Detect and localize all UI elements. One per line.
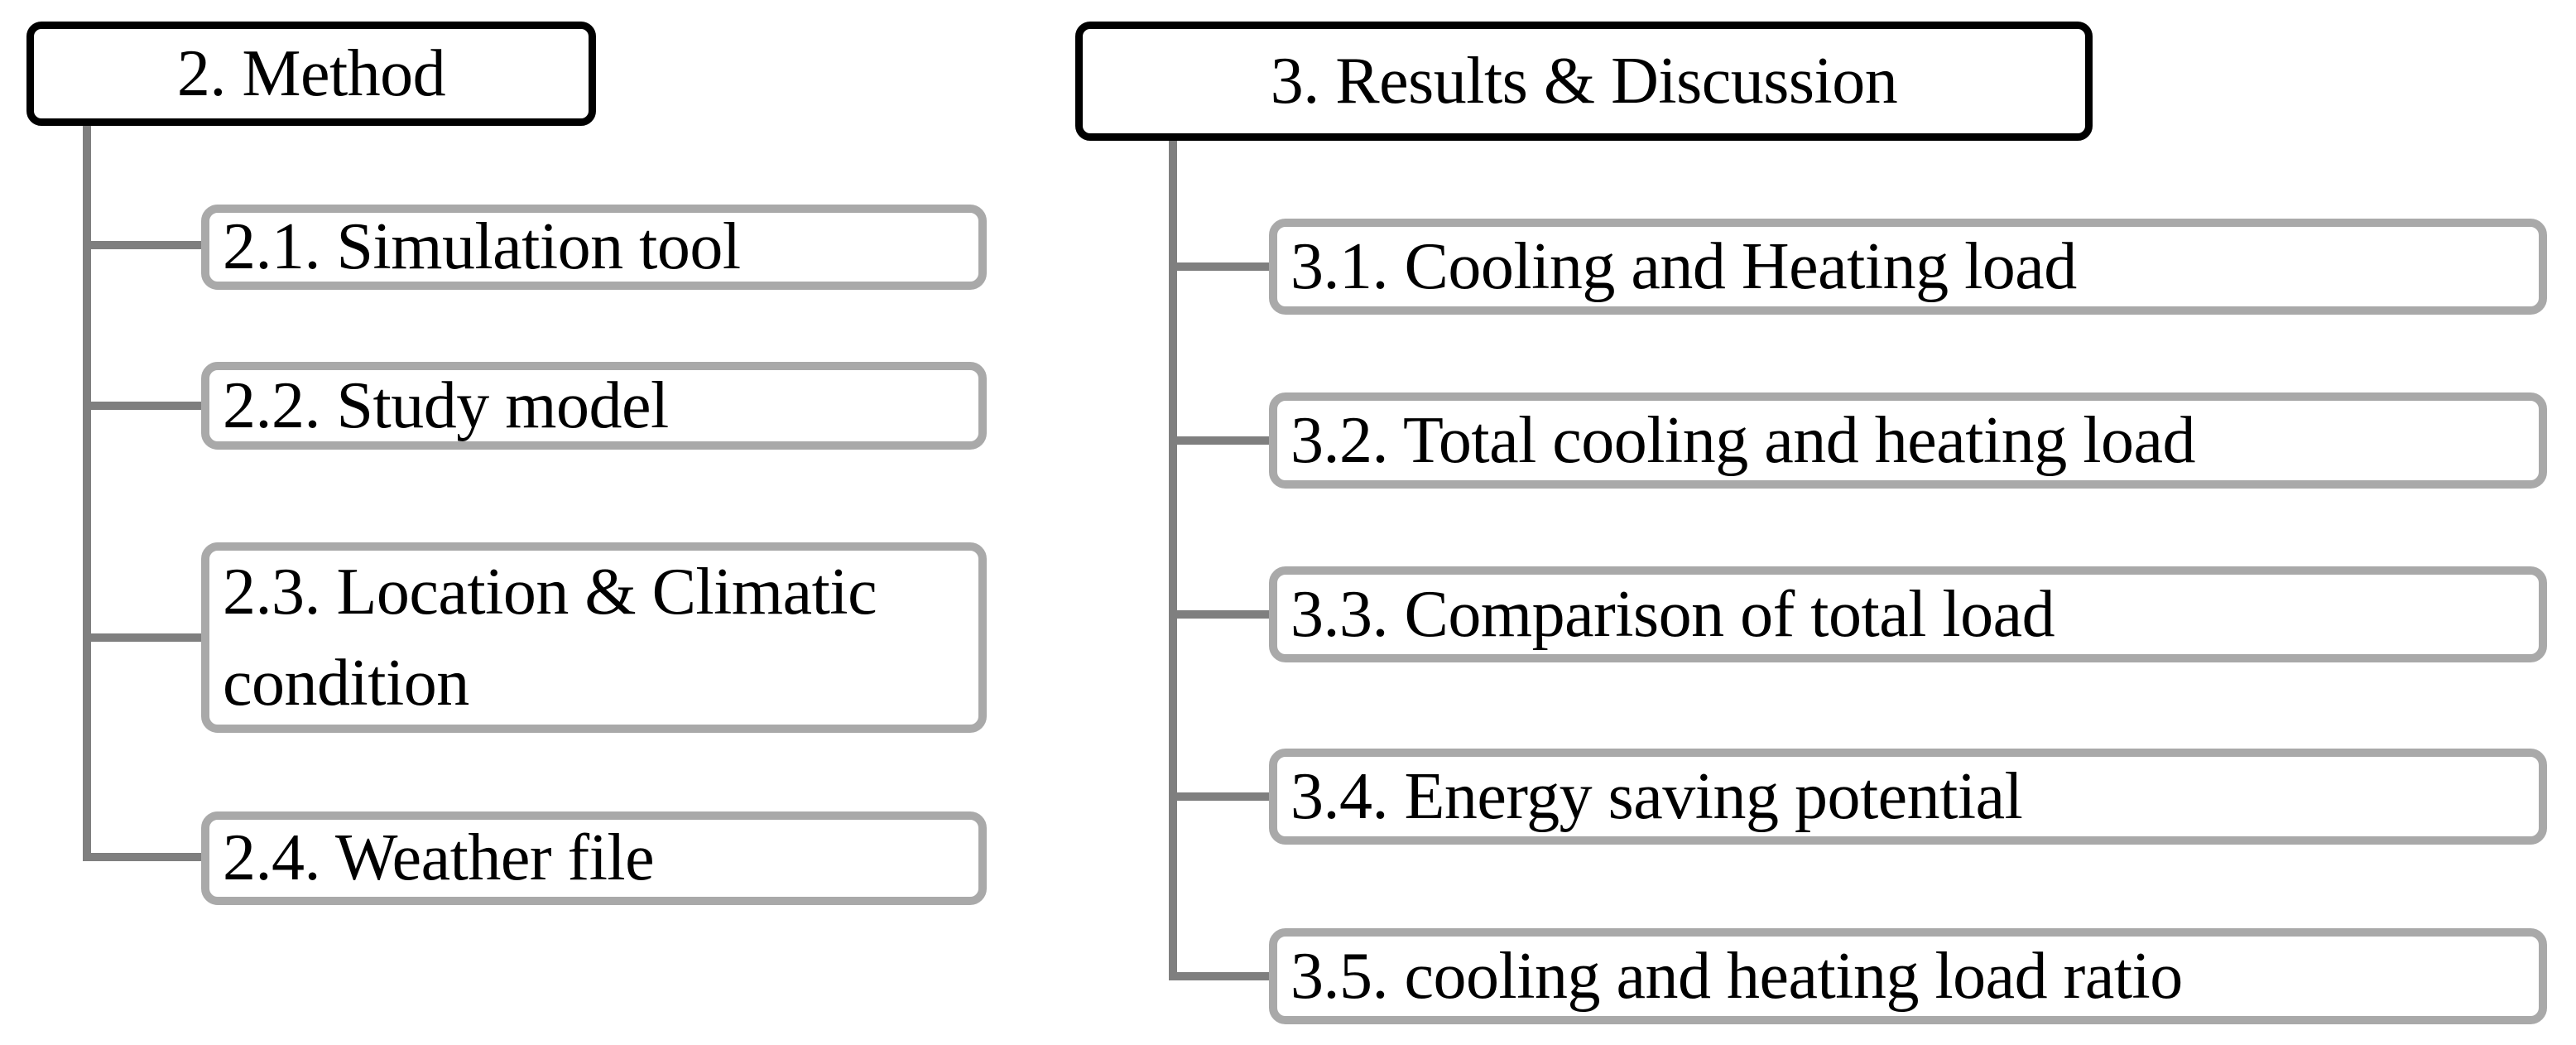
subsection-label-2-2: 2.2. Study model [223,368,669,442]
section-label-method: 2. Method [176,36,446,110]
subsection-box-2-3: 2.3. Location & Climatic condition [201,542,987,733]
subsection-label-2-1: 2.1. Simulation tool [223,210,741,284]
connector-branch-2-4 [83,853,201,861]
connector-branch-3-1 [1169,262,1269,271]
subsection-box-3-5: 3.5. cooling and heating load ratio [1269,928,2547,1024]
subsection-box-2-4: 2.4. Weather file [201,811,987,905]
connector-branch-3-5 [1169,972,1269,980]
connector-branch-2-2 [83,402,201,410]
connector-branch-3-2 [1169,436,1269,445]
section-box-method: 2. Method [26,22,596,126]
connector-branch-2-1 [83,241,201,249]
subsection-label-2-4: 2.4. Weather file [223,821,655,895]
subsection-box-3-1: 3.1. Cooling and Heating load [1269,219,2547,315]
subsection-box-2-1: 2.1. Simulation tool [201,205,987,290]
subsection-box-3-4: 3.4. Energy saving potential [1269,749,2547,845]
connector-branch-3-4 [1169,792,1269,801]
subsection-label-3-4: 3.4. Energy saving potential [1290,759,2023,833]
subsection-box-3-3: 3.3. Comparison of total load [1269,566,2547,662]
connector-trunk-method [83,126,91,861]
subsection-label-2-3: 2.3. Location & Climatic condition [223,555,877,720]
connector-trunk-results [1169,141,1177,980]
subsection-label-3-2: 3.2. Total cooling and heating load [1290,403,2195,477]
connector-branch-3-3 [1169,610,1269,619]
section-box-results: 3. Results & Discussion [1075,22,2093,141]
subsection-label-3-5: 3.5. cooling and heating load ratio [1290,939,2183,1013]
subsection-box-2-2: 2.2. Study model [201,362,987,450]
connector-branch-2-3 [83,633,201,642]
subsection-label-3-3: 3.3. Comparison of total load [1290,577,2055,651]
section-label-results: 3. Results & Discussion [1270,44,1898,118]
subsection-label-3-1: 3.1. Cooling and Heating load [1290,229,2077,303]
subsection-box-3-2: 3.2. Total cooling and heating load [1269,392,2547,489]
